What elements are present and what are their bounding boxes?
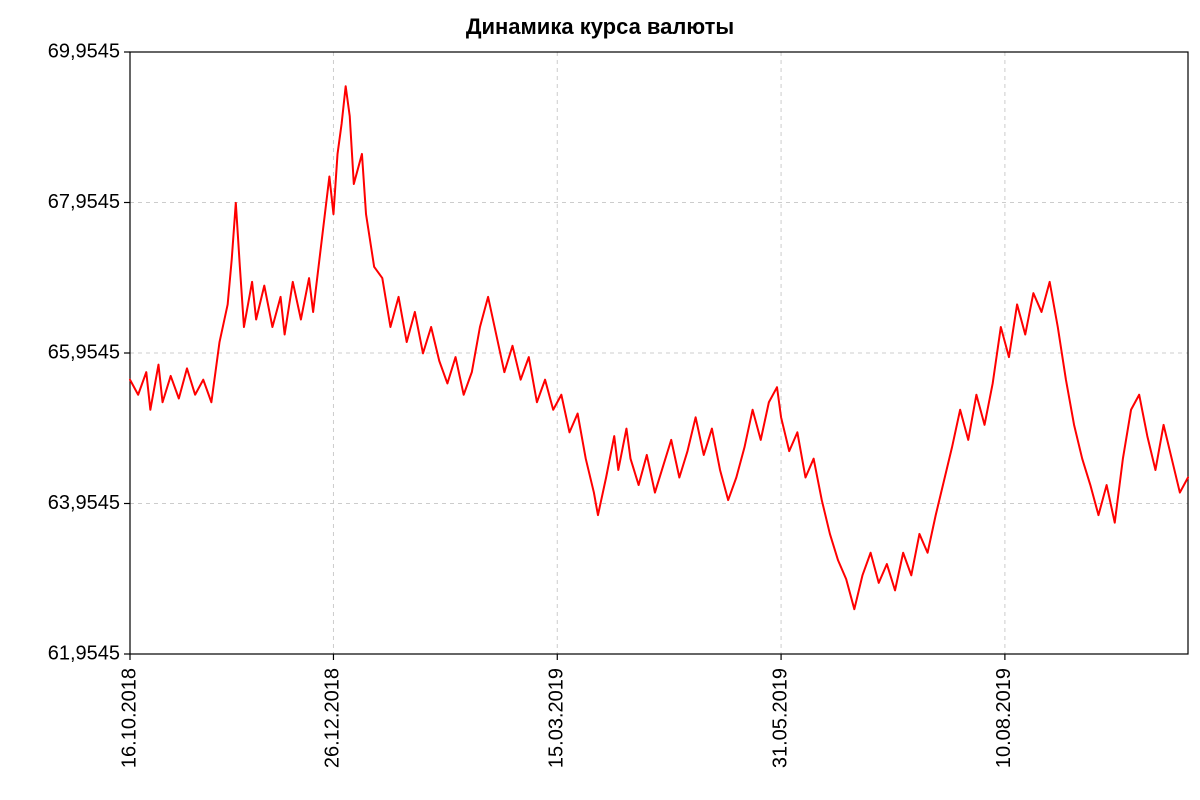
y-tick-label: 61,9545 [48, 642, 120, 664]
x-tick-label: 10.08.2019 [993, 668, 1015, 768]
chart-bg [0, 0, 1200, 800]
chart-container: Динамика курса валюты 61,9545 63,9545 65,9… [0, 0, 1200, 800]
x-tick-label: 26.12.2018 [322, 668, 344, 768]
y-tick-label: 67,9545 [48, 191, 120, 213]
chart-svg: 61,9545 63,9545 65,9545 67,9545 69,9545 16.10… [0, 0, 1200, 800]
x-tick-label: 15.03.2019 [546, 668, 568, 768]
chart-title: Динамика курса валюты [0, 14, 1200, 40]
y-tick-label: 65,9545 [48, 341, 120, 363]
y-tick-label: 69,9545 [48, 40, 120, 62]
y-tick-label: 63,9545 [48, 492, 120, 514]
x-tick-label: 31.05.2019 [769, 668, 791, 768]
x-tick-label: 16.10.2018 [118, 668, 140, 768]
